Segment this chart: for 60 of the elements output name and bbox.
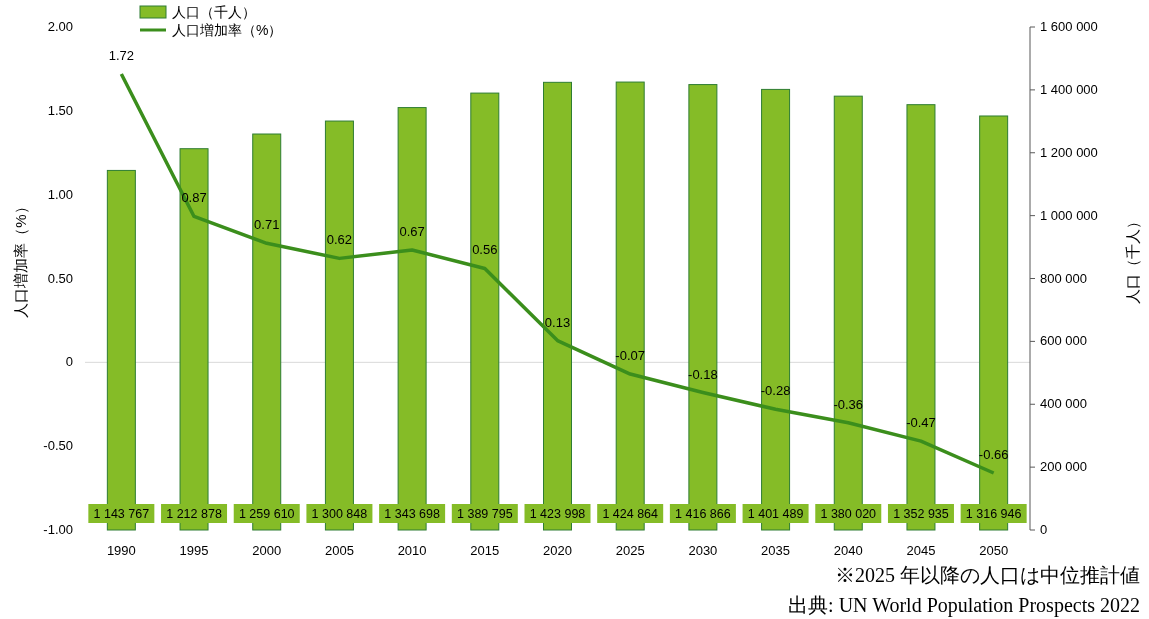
x-tick-label: 1990 — [106, 543, 136, 558]
y-tick-label: -1.00 — [43, 522, 73, 537]
x-tick-label: 2015 — [470, 543, 500, 558]
data-label: 0.13 — [544, 314, 571, 330]
data-label: 1 352 935 — [893, 507, 949, 521]
x-tick-label: 2035 — [761, 543, 791, 558]
y2-tick-label: 0 — [1040, 522, 1048, 537]
x-tick-label: 2020 — [543, 543, 572, 558]
x-tick-label: 2025 — [615, 543, 645, 558]
x-tick-label: 2005 — [324, 543, 354, 558]
data-label: -0.18 — [688, 366, 718, 382]
y-axis-title: 人口増加率（%） — [12, 199, 29, 318]
x-tick-label: 2050 — [979, 543, 1009, 558]
data-label: 1 401 489 — [747, 507, 804, 521]
data-label: -0.36 — [833, 396, 864, 412]
y2-tick-label: 800 000 — [1040, 270, 1087, 286]
legend-label: 人口（千人） — [172, 4, 256, 20]
y-tick-label: 2.00 — [47, 19, 73, 34]
data-label: 1.72 — [108, 47, 134, 63]
text: ※2025 年以降の人口は中位推計値 — [835, 564, 1140, 586]
data-label: 0.71 — [254, 217, 280, 233]
x-tick-label: 2030 — [688, 543, 718, 558]
y2-tick-label: 1 600 000 — [1040, 19, 1098, 34]
data-label: 0.56 — [472, 242, 498, 258]
y2-tick-label: 1 000 000 — [1040, 207, 1098, 223]
data-label: 1 389 795 — [457, 507, 513, 521]
x-tick-label: 2040 — [833, 543, 863, 558]
y2-axis-title: 人口（千人） — [1124, 213, 1141, 304]
data-label: 1 423 998 — [529, 507, 586, 521]
data-label: 0.87 — [181, 190, 207, 206]
data-label: 1 416 866 — [675, 507, 731, 521]
x-tick-label: 2045 — [906, 543, 936, 558]
legend-label: 人口増加率（%） — [172, 22, 283, 38]
data-label: -0.47 — [906, 415, 936, 431]
y2-tick-label: 400 000 — [1040, 396, 1087, 412]
x-tick-label: 1995 — [179, 543, 209, 558]
y2-tick-label: 1 400 000 — [1040, 81, 1098, 97]
data-label: 1 212 878 — [166, 507, 222, 521]
y-tick-label: 0 — [65, 354, 73, 370]
source-note: 出典: UN World Population Prospects 2022 — [788, 594, 1140, 617]
data-label: 0.67 — [399, 224, 425, 239]
x-tick-label: 2010 — [397, 543, 427, 558]
data-label: 1 424 864 — [602, 507, 659, 521]
data-label: -0.28 — [760, 383, 791, 399]
y2-tick-label: 1 200 000 — [1040, 144, 1098, 160]
y2-tick-label: 600 000 — [1040, 333, 1087, 349]
y2-tick-label: 200 000 — [1040, 459, 1087, 475]
data-label: 1 300 848 — [311, 507, 368, 521]
y-tick-label: 0.50 — [47, 270, 73, 286]
data-label: -0.66 — [978, 446, 1009, 462]
y-tick-label: 1.00 — [47, 186, 73, 202]
data-label: 1 316 946 — [965, 507, 1022, 521]
data-label: 0.62 — [326, 232, 353, 248]
y-tick-label: 1.50 — [47, 102, 73, 118]
data-label: 1 259 610 — [238, 507, 295, 521]
data-label: 1 380 020 — [820, 507, 877, 521]
y-tick-label: -0.50 — [43, 438, 73, 454]
x-tick-label: 2000 — [252, 543, 282, 558]
data-label: 1 143 767 — [93, 507, 150, 521]
data-label: 1 343 698 — [384, 507, 440, 521]
